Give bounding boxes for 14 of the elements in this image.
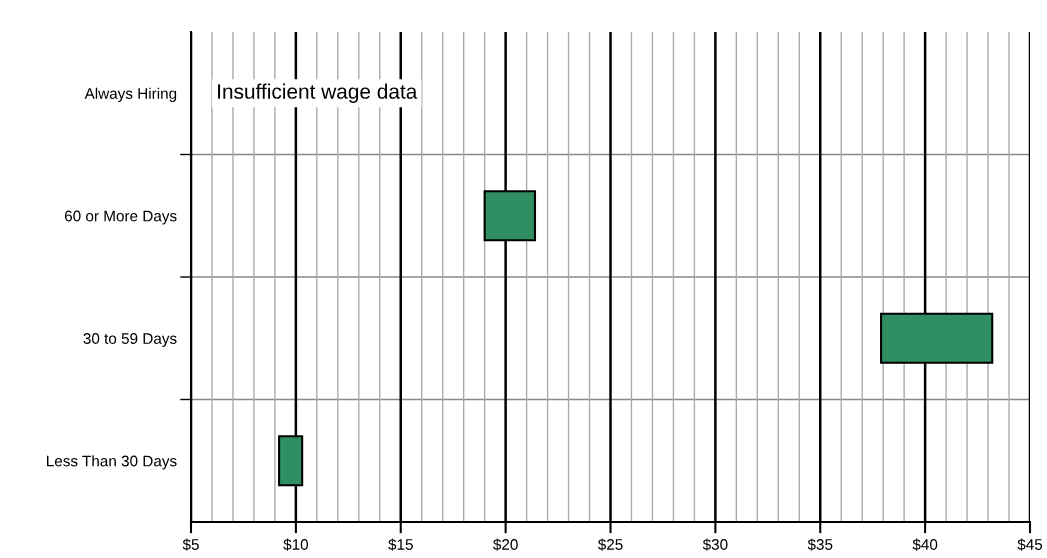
y-tick-label: 30 to 59 Days [83,333,177,347]
x-tick-label: $35 [807,538,833,551]
x-tick-label: $40 [912,538,938,551]
y-tick-label: Less Than 30 Days [47,455,177,470]
x-tick-label: $20 [493,538,518,551]
x-tick-label: $30 [702,538,728,551]
x-tick-label: $25 [597,538,623,551]
x-tick-label: $45 [1017,538,1043,551]
y-tick-label: Always Hiring [84,87,177,102]
x-tick-label: $15 [388,538,413,551]
y-tick-label: 60 or More Days [64,210,177,225]
x-tick-label: $10 [283,538,309,551]
annotation: Insufficient wage data [218,83,418,103]
x-tick-label: $5 [182,538,199,551]
